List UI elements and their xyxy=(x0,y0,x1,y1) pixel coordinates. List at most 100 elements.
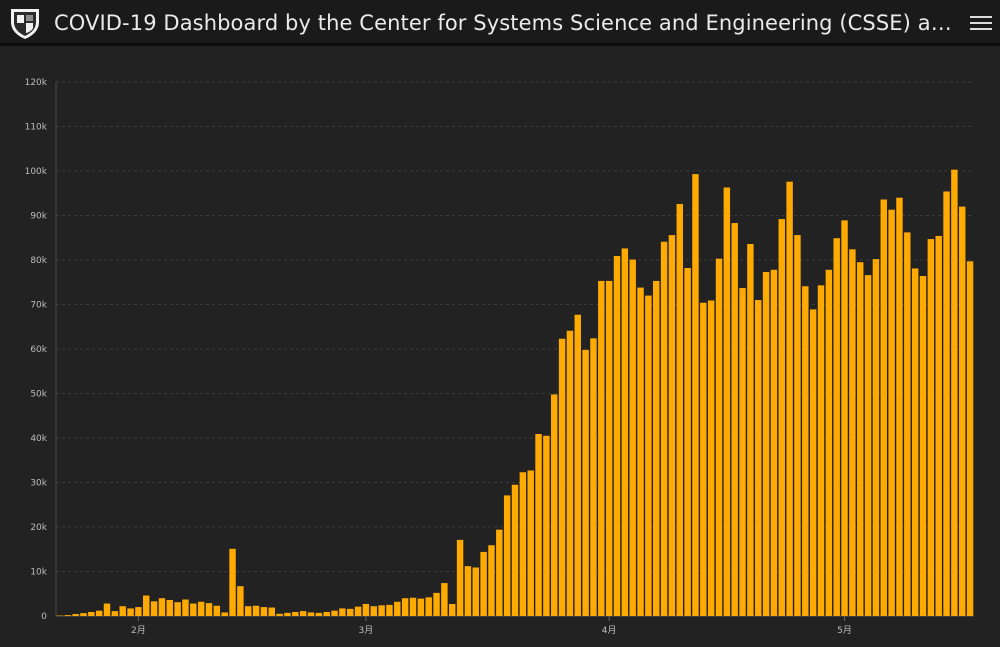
menu-line xyxy=(970,16,992,18)
daily-cases-bar xyxy=(802,286,809,616)
daily-cases-bar xyxy=(488,545,495,616)
daily-cases-bar xyxy=(904,232,911,616)
daily-cases-bar xyxy=(629,259,636,616)
daily-cases-bar xyxy=(653,280,660,616)
daily-cases-bar xyxy=(362,603,370,616)
daily-cases-bar xyxy=(692,174,699,616)
daily-cases-bar xyxy=(166,599,173,616)
daily-cases-bar xyxy=(315,612,323,616)
y-tick-label: 100k xyxy=(25,167,48,177)
daily-cases-bar xyxy=(543,435,550,616)
daily-cases-bar xyxy=(857,262,864,616)
daily-cases-bar xyxy=(119,606,126,616)
x-tick-label: 5月 xyxy=(837,625,852,636)
menu-line xyxy=(970,28,992,30)
y-tick-label: 80k xyxy=(30,256,47,266)
daily-cases-bar xyxy=(433,592,440,616)
daily-cases-bar xyxy=(896,197,903,616)
daily-cases-bar xyxy=(213,605,221,616)
daily-cases-bar xyxy=(715,258,723,616)
daily-cases-bar xyxy=(598,280,605,616)
daily-cases-bar xyxy=(809,309,817,616)
daily-cases-bar xyxy=(339,608,346,616)
daily-cases-bar xyxy=(880,199,887,617)
daily-cases-bar xyxy=(723,187,731,616)
daily-cases-bar xyxy=(770,269,778,616)
daily-cases-bar xyxy=(849,249,856,616)
daily-cases-bar xyxy=(299,611,307,616)
daily-cases-bar xyxy=(401,598,409,616)
daily-cases-bar xyxy=(888,209,895,616)
daily-cases-bar xyxy=(472,567,479,616)
daily-cases-bar xyxy=(135,607,142,616)
daily-cases-bar xyxy=(252,605,260,616)
daily-cases-bar xyxy=(111,611,119,616)
daily-cases-bar xyxy=(174,602,181,616)
y-tick-label: 10k xyxy=(30,568,47,578)
daily-cases-bar xyxy=(833,238,840,616)
daily-cases-bar xyxy=(739,288,746,616)
daily-cases-bar xyxy=(496,529,503,616)
daily-cases-bar xyxy=(103,603,111,616)
daily-cases-bar xyxy=(127,608,134,616)
daily-cases-bar xyxy=(80,613,87,616)
y-tick-label: 60k xyxy=(30,345,47,355)
daily-cases-bar xyxy=(700,302,707,616)
daily-cases-bar-chart: 0 10k 20k 30k 40k 50k 60k 70k 80k 90k 100k 110k 120k… xyxy=(25,78,974,636)
daily-cases-bar xyxy=(676,203,683,616)
hamburger-menu-icon[interactable] xyxy=(970,12,992,34)
daily-cases-bar xyxy=(919,276,927,616)
daily-cases-bar xyxy=(464,566,472,616)
daily-cases-bar xyxy=(637,287,644,616)
y-tick-label: 120k xyxy=(25,78,48,88)
daily-cases-bar xyxy=(150,601,158,616)
daily-cases-bar xyxy=(872,259,880,616)
daily-cases-bar xyxy=(158,598,166,616)
daily-cases-bar xyxy=(786,181,793,616)
daily-cases-bar xyxy=(927,239,935,616)
x-tick-label: 3月 xyxy=(359,625,374,636)
daily-cases-bar xyxy=(535,434,542,616)
daily-cases-bar xyxy=(425,597,432,616)
university-shield-icon xyxy=(11,9,39,39)
daily-cases-bar xyxy=(456,539,464,616)
daily-cases-bar xyxy=(292,612,299,616)
page-title: COVID-19 Dashboard by the Center for Sys… xyxy=(54,11,954,35)
y-tick-label: 40k xyxy=(30,434,47,444)
daily-cases-bar xyxy=(590,338,597,616)
daily-cases-bar xyxy=(731,223,738,616)
daily-cases-bar xyxy=(268,607,275,616)
daily-cases-bar xyxy=(182,599,189,616)
daily-cases-bar xyxy=(284,612,291,616)
daily-cases-bar xyxy=(864,275,872,616)
daily-cases-bar xyxy=(88,612,95,616)
header-bar: COVID-19 Dashboard by the Center for Sys… xyxy=(0,0,1000,46)
daily-cases-bar xyxy=(260,607,268,616)
y-tick-label: 20k xyxy=(30,523,47,533)
daily-cases-bar xyxy=(409,597,417,616)
daily-cases-bar xyxy=(551,394,558,616)
daily-cases-bar xyxy=(197,601,205,616)
daily-cases-bar xyxy=(621,248,629,616)
daily-cases-bar xyxy=(480,551,487,616)
daily-cases-bar xyxy=(841,220,848,616)
daily-cases-bar xyxy=(951,169,958,617)
daily-cases-bar xyxy=(229,548,236,616)
daily-cases-bar xyxy=(911,268,919,616)
daily-cases-bar xyxy=(943,191,950,616)
daily-cases-bar xyxy=(707,300,715,616)
daily-cases-bar xyxy=(527,470,534,616)
menu-line xyxy=(970,22,992,24)
daily-cases-bar xyxy=(935,235,942,616)
daily-cases-bar xyxy=(645,295,652,616)
daily-cases-bar xyxy=(762,272,770,616)
daily-cases-bar xyxy=(817,285,825,616)
daily-cases-bar xyxy=(511,484,519,616)
daily-cases-chart-panel: 0 10k 20k 30k 40k 50k 60k 70k 80k 90k 100k 110k 120k… xyxy=(0,52,1000,647)
daily-cases-bar xyxy=(347,608,354,616)
daily-cases-bar xyxy=(503,495,511,616)
daily-cases-bar xyxy=(574,314,581,616)
daily-cases-bar xyxy=(747,243,754,617)
daily-cases-bar xyxy=(354,606,362,616)
